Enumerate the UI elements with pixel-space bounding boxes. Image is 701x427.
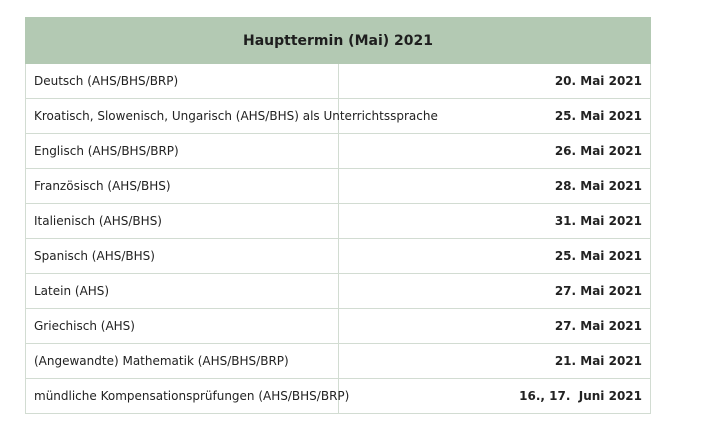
date-cell: 25. Mai 2021 <box>337 238 651 274</box>
subject-cell: Englisch (AHS/BHS/BRP) <box>25 133 339 169</box>
subject-cell: Deutsch (AHS/BHS/BRP) <box>25 63 339 99</box>
table-row: Spanisch (AHS/BHS) 25. Mai 2021 <box>25 238 651 274</box>
date-cell: 27. Mai 2021 <box>337 308 651 344</box>
subject-cell: Spanisch (AHS/BHS) <box>25 238 339 274</box>
date-cell: 27. Mai 2021 <box>337 273 651 309</box>
date-cell: 16., 17. Juni 2021 <box>337 378 651 414</box>
table-row: Latein (AHS) 27. Mai 2021 <box>25 273 651 309</box>
table-row: Griechisch (AHS) 27. Mai 2021 <box>25 308 651 344</box>
subject-cell: (Angewandte) Mathematik (AHS/BHS/BRP) <box>25 343 339 379</box>
table-row: Deutsch (AHS/BHS/BRP) 20. Mai 2021 <box>25 63 651 99</box>
subject-cell: mündliche Kompensationsprüfungen (AHS/BH… <box>25 378 349 414</box>
date-cell: 21. Mai 2021 <box>337 343 651 379</box>
table-row: Französisch (AHS/BHS) 28. Mai 2021 <box>25 168 651 204</box>
date-cell: 26. Mai 2021 <box>337 133 651 169</box>
subject-cell: Griechisch (AHS) <box>25 308 339 344</box>
subject-cell: Französisch (AHS/BHS) <box>25 168 339 204</box>
date-cell: 20. Mai 2021 <box>337 63 651 99</box>
exam-schedule-table: Haupttermin (Mai) 2021 Deutsch (AHS/BHS/… <box>25 17 651 414</box>
date-cell: 25. Mai 2021 <box>337 98 651 134</box>
subject-cell: Latein (AHS) <box>25 273 339 309</box>
table-row: Englisch (AHS/BHS/BRP) 26. Mai 2021 <box>25 133 651 169</box>
table-row: mündliche Kompensationsprüfungen (AHS/BH… <box>25 378 651 414</box>
subject-cell: Italienisch (AHS/BHS) <box>25 203 339 239</box>
table-row: (Angewandte) Mathematik (AHS/BHS/BRP) 21… <box>25 343 651 379</box>
table-row: Kroatisch, Slowenisch, Ungarisch (AHS/BH… <box>25 98 651 134</box>
subject-cell: Kroatisch, Slowenisch, Ungarisch (AHS/BH… <box>25 98 438 134</box>
date-cell: 28. Mai 2021 <box>337 168 651 204</box>
table-header-row: Haupttermin (Mai) 2021 <box>25 17 651 64</box>
date-cell: 31. Mai 2021 <box>337 203 651 239</box>
table-row: Italienisch (AHS/BHS) 31. Mai 2021 <box>25 203 651 239</box>
table-title: Haupttermin (Mai) 2021 <box>25 17 651 64</box>
